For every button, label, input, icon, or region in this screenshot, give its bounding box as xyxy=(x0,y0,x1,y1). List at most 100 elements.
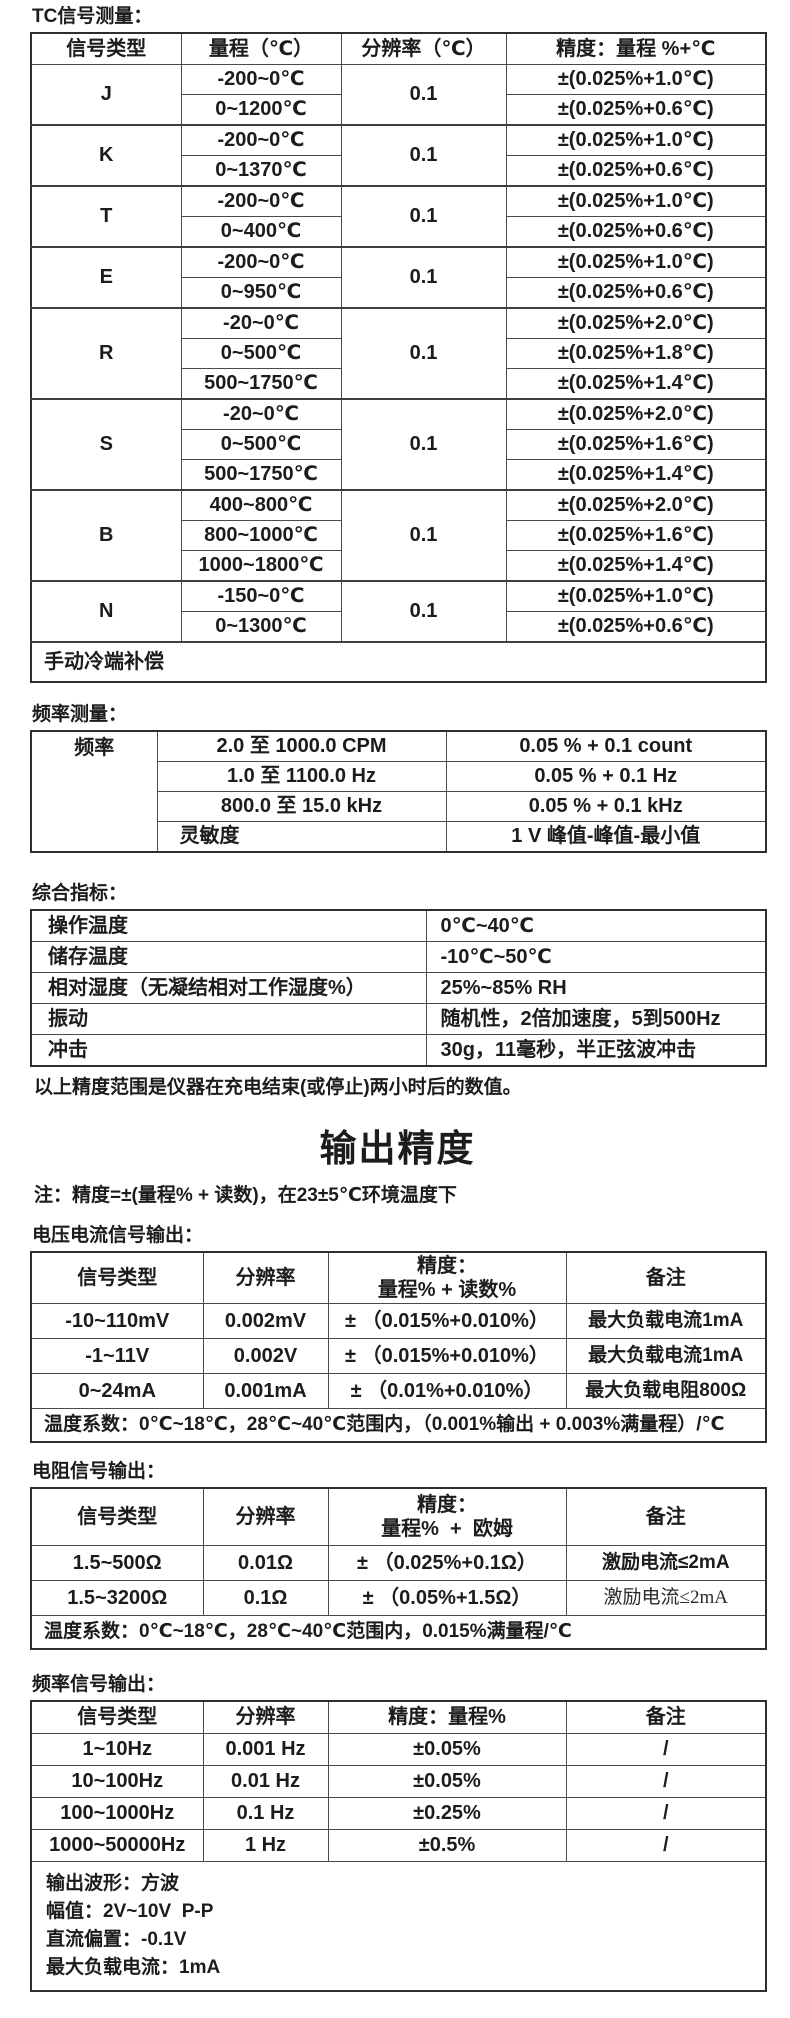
temp-coefficient-note: 温度系数：0℃~18℃，28℃~40℃范围内，0.015%满量程/℃ xyxy=(30,1615,767,1650)
accuracy-cell: ±(0.025%+1.0℃) xyxy=(505,64,767,95)
vi-output-title: 电压电流信号输出： xyxy=(32,1225,204,1246)
accuracy-cell: ±(0.025%+2.0℃) xyxy=(505,489,767,521)
accuracy-cell: ±(0.025%+1.0℃) xyxy=(505,124,767,156)
accuracy-cell: 1 V 峰值-峰值-最小值 xyxy=(445,821,767,853)
temp-coefficient-note: 温度系数：0℃~18℃，28℃~40℃范围内，（0.001%输出 + 0.003… xyxy=(30,1408,767,1443)
table-row: 800.0 至 15.0 kHz 0.05 % + 0.1 kHz xyxy=(31,791,767,822)
accuracy-cell: ±(0.025%+1.0℃) xyxy=(505,185,767,217)
vi-header-accuracy: 精度： 量程% + 读数% xyxy=(327,1251,567,1304)
remark-cell: 最大负载电流1mA xyxy=(565,1338,767,1374)
table-row: 频率 2.0 至 1000.0 CPM 0.05 % + 0.1 count xyxy=(30,730,767,853)
accuracy-cell: ±(0.025%+1.0℃) xyxy=(505,246,767,278)
resolution-cell: 0.1Ω xyxy=(202,1580,329,1616)
resolution-cell: 0.002mV xyxy=(202,1303,329,1339)
signal-type-cell: 0~24mA xyxy=(30,1373,204,1409)
freq-measurement-table: 频率 2.0 至 1000.0 CPM 0.05 % + 0.1 count 1… xyxy=(30,730,767,853)
spec-name-cell: 冲击 xyxy=(30,1034,427,1067)
range-cell: 500~1750℃ xyxy=(180,368,342,400)
vi-header-accuracy-line1: 精度： xyxy=(417,1255,477,1277)
table-row: 0~1300℃ ±(0.025%+0.6℃) xyxy=(31,611,767,643)
resolution-cell: 0.002V xyxy=(202,1338,329,1374)
accuracy-cell: ±(0.025%+1.4℃) xyxy=(505,368,767,400)
resolution-cell: 0.1 xyxy=(340,124,507,187)
table-row: B 400~800℃ 0.1 ±(0.025%+2.0℃) xyxy=(30,489,767,582)
vi-output-table: 信号类型 分辨率 精度： 量程% + 读数% 备注 -10~110mV 0.00… xyxy=(30,1251,767,1443)
resolution-cell: 0.1 xyxy=(340,580,507,643)
resolution-cell: 0.1 xyxy=(340,246,507,309)
tc-header-range: 量程（℃） xyxy=(180,32,342,65)
accuracy-cell: ±(0.025%+2.0℃) xyxy=(505,398,767,430)
resistance-output-title: 电阻信号输出： xyxy=(32,1461,166,1482)
output-accuracy-note: 注：精度=±(量程% + 读数)，在23±5℃环境温度下 xyxy=(34,1185,457,1206)
table-row: 冲击 30g，11毫秒，半正弦波冲击 xyxy=(30,1034,767,1067)
signal-type-cell: K xyxy=(30,124,182,187)
accuracy-cell: ±(0.025%+0.6℃) xyxy=(505,94,767,126)
signal-type-cell: R xyxy=(30,307,182,400)
spec-name-cell: 振动 xyxy=(30,1003,427,1035)
accuracy-cell: ±(0.025%+1.6℃) xyxy=(505,429,767,460)
range-cell: 1000~1800℃ xyxy=(180,550,342,582)
signal-type-cell: N xyxy=(30,580,182,643)
resolution-cell: 0.01Ω xyxy=(202,1545,329,1581)
spec-value-cell: 0℃~40℃ xyxy=(425,909,767,942)
range-cell: -200~0℃ xyxy=(180,246,342,278)
waveform-note: 输出波形：方波 xyxy=(46,1873,180,1894)
rs-header-remark: 备注 xyxy=(565,1487,767,1546)
range-cell: 0~1300℃ xyxy=(180,611,342,643)
accuracy-cell: ±(0.025%+2.0℃) xyxy=(505,307,767,339)
range-cell: -200~0℃ xyxy=(180,124,342,156)
table-row: 0~400℃ ±(0.025%+0.6℃) xyxy=(31,216,767,248)
range-cell: 0~500℃ xyxy=(180,338,342,369)
accuracy-cell: 0.05 % + 0.1 Hz xyxy=(445,761,767,792)
tc-measurement-table: 信号类型 量程（℃） 分辨率（℃） 精度：量程 %+℃ J -200~0℃ 0.… xyxy=(30,32,767,683)
accuracy-cell: ±(0.025%+0.6℃) xyxy=(505,155,767,187)
rs-header-signal-type: 信号类型 xyxy=(30,1487,204,1546)
range-cell: 800~1000℃ xyxy=(180,520,342,551)
accuracy-cell: ±0.5% xyxy=(327,1829,567,1862)
resolution-cell: 0.1 Hz xyxy=(202,1797,329,1830)
tc-header-resolution: 分辨率（℃） xyxy=(340,32,507,65)
range-cell: 0~1200℃ xyxy=(180,94,342,126)
table-row: 0~500℃ ±(0.025%+1.6℃) xyxy=(31,429,767,460)
accuracy-range-note: 以上精度范围是仪器在充电结束(或停止)两小时后的数值。 xyxy=(34,1077,522,1098)
general-spec-title: 综合指标： xyxy=(32,883,128,904)
vi-header-accuracy-line2: 量程% + 读数% xyxy=(377,1279,517,1301)
table-row: 1000~1800℃ ±(0.025%+1.4℃) xyxy=(31,550,767,582)
remark-cell: 最大负载电流1mA xyxy=(565,1303,767,1339)
rs-footer-row: 温度系数：0℃~18℃，28℃~40℃范围内，0.015%满量程/℃ xyxy=(30,1615,767,1650)
range-cell: 400~800℃ xyxy=(180,489,342,521)
spec-name-cell: 储存温度 xyxy=(30,941,427,973)
resistance-output-table: 信号类型 分辨率 精度： 量程% + 欧姆 备注 1.5~500Ω 0.01Ω … xyxy=(30,1487,767,1650)
resolution-cell: 1 Hz xyxy=(202,1829,329,1862)
cold-junction-note: 手动冷端补偿 xyxy=(30,641,767,683)
resolution-cell: 0.1 xyxy=(340,64,507,126)
freq-output-title: 频率信号输出： xyxy=(32,1674,166,1695)
table-row: 500~1750℃ ±(0.025%+1.4℃) xyxy=(31,459,767,491)
accuracy-cell: ±(0.025%+0.6℃) xyxy=(505,216,767,248)
vi-header-row: 信号类型 分辨率 精度： 量程% + 读数% 备注 xyxy=(30,1251,767,1304)
accuracy-cell: ±0.05% xyxy=(327,1733,567,1766)
resolution-cell: 0.1 xyxy=(340,185,507,248)
table-row: N -150~0℃ 0.1 ±(0.025%+1.0℃) xyxy=(30,580,767,643)
freq-measurement-title: 频率测量： xyxy=(32,704,128,725)
signal-type-cell: E xyxy=(30,246,182,309)
resolution-cell: 0.1 xyxy=(340,307,507,400)
vi-footer-row: 温度系数：0℃~18℃，28℃~40℃范围内，（0.001%输出 + 0.003… xyxy=(30,1408,767,1443)
accuracy-cell: ± （0.015%+0.010%） xyxy=(327,1303,567,1339)
signal-type-cell: 1.5~3200Ω xyxy=(30,1580,204,1616)
signal-type-cell: -1~11V xyxy=(30,1338,204,1374)
resolution-cell: 0.001mA xyxy=(202,1373,329,1409)
accuracy-cell: 0.05 % + 0.1 kHz xyxy=(445,791,767,822)
accuracy-cell: ± （0.015%+0.010%） xyxy=(327,1338,567,1374)
tc-footer-row: 手动冷端补偿 xyxy=(30,641,767,683)
rs-header-accuracy: 精度： 量程% + 欧姆 xyxy=(327,1487,567,1546)
range-cell: -20~0℃ xyxy=(180,307,342,339)
signal-type-cell: B xyxy=(30,489,182,582)
remark-cell: / xyxy=(565,1733,767,1766)
table-row: 灵敏度 1 V 峰值-峰值-最小值 xyxy=(31,821,767,853)
tc-header-accuracy: 精度：量程 %+℃ xyxy=(505,32,767,65)
range-cell: -200~0℃ xyxy=(180,185,342,217)
accuracy-cell: ±(0.025%+1.4℃) xyxy=(505,459,767,491)
fo-header-remark: 备注 xyxy=(565,1700,767,1734)
table-row: -1~11V 0.002V ± （0.015%+0.010%） 最大负载电流1m… xyxy=(30,1338,767,1374)
